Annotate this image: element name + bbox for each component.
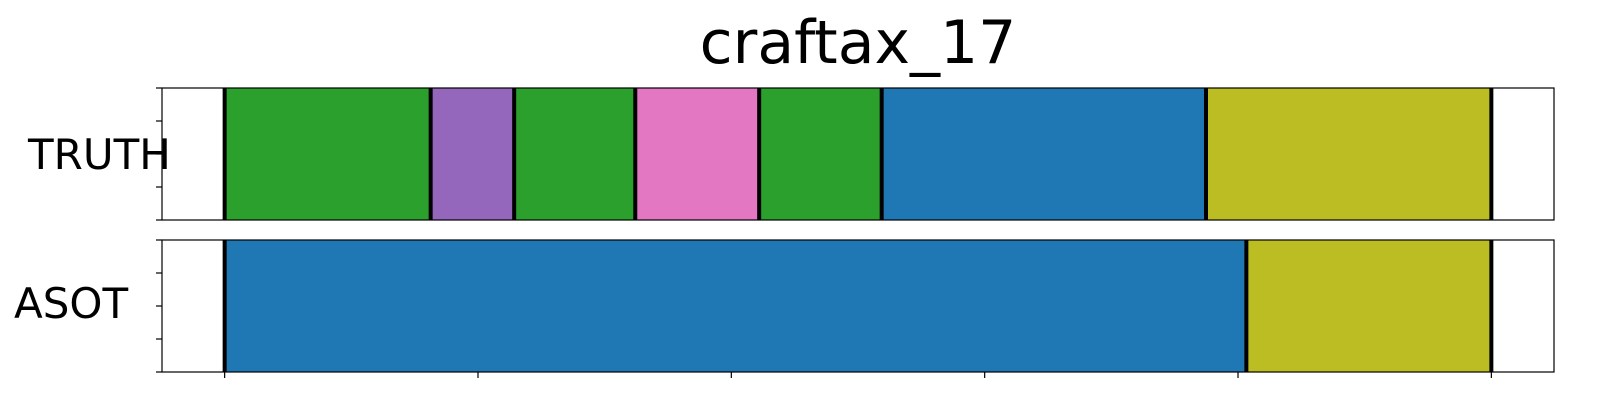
row-truth: TRUTH bbox=[27, 87, 1555, 221]
boundaries-asot bbox=[222, 240, 1494, 372]
segment-asot-1 bbox=[1246, 240, 1492, 372]
y-ticks-truth bbox=[156, 87, 162, 221]
boundaries-truth bbox=[222, 88, 1494, 220]
segment-asot-0 bbox=[224, 240, 1247, 372]
segment-truth-4 bbox=[759, 88, 882, 220]
segments-truth bbox=[224, 88, 1492, 220]
row-label-asot: ASOT bbox=[14, 279, 128, 328]
y-ticks-asot bbox=[156, 239, 162, 373]
segment-truth-2 bbox=[514, 88, 636, 220]
segment-truth-5 bbox=[881, 88, 1206, 220]
axes-frame-asot bbox=[161, 239, 1555, 373]
segment-truth-0 bbox=[224, 88, 431, 220]
chart-title: craftax_17 bbox=[700, 8, 1017, 78]
x-ticks bbox=[224, 372, 1492, 378]
segment-truth-6 bbox=[1206, 88, 1492, 220]
segments-asot bbox=[224, 240, 1492, 372]
segment-truth-1 bbox=[430, 88, 515, 220]
segment-truth-3 bbox=[635, 88, 760, 220]
row-asot: ASOT bbox=[14, 239, 1555, 378]
row-label-truth: TRUTH bbox=[27, 130, 171, 179]
axes-frame-truth bbox=[161, 87, 1555, 221]
